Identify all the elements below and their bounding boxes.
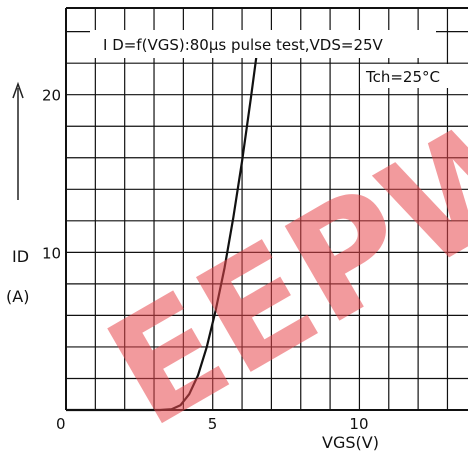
y-axis-label: ID: [12, 247, 29, 266]
x-tick-label: 0: [56, 415, 66, 433]
x-tick-label: 5: [208, 415, 218, 433]
chart-title: I D=f(VGS):80µs pulse test,VDS=25V: [103, 36, 384, 54]
watermark-text: EEPW: [81, 70, 468, 457]
annotation-background: [360, 64, 458, 88]
title-box-background: [90, 30, 436, 58]
x-axis-label: VGS(V): [322, 433, 379, 452]
x-tick-label: 10: [349, 415, 368, 433]
series-layer: [66, 31, 261, 412]
y-tick-label: 10: [42, 244, 61, 262]
temperature-annotation: Tch=25°C: [365, 68, 440, 86]
y-tick-label: 20: [42, 87, 61, 105]
watermark: EEPW: [81, 70, 468, 457]
y-axis-arrow: [12, 81, 24, 200]
tick-labels: 0 5 10 10 20: [42, 87, 369, 433]
y-axis-unit: (A): [6, 287, 29, 306]
series-line: [66, 31, 261, 412]
